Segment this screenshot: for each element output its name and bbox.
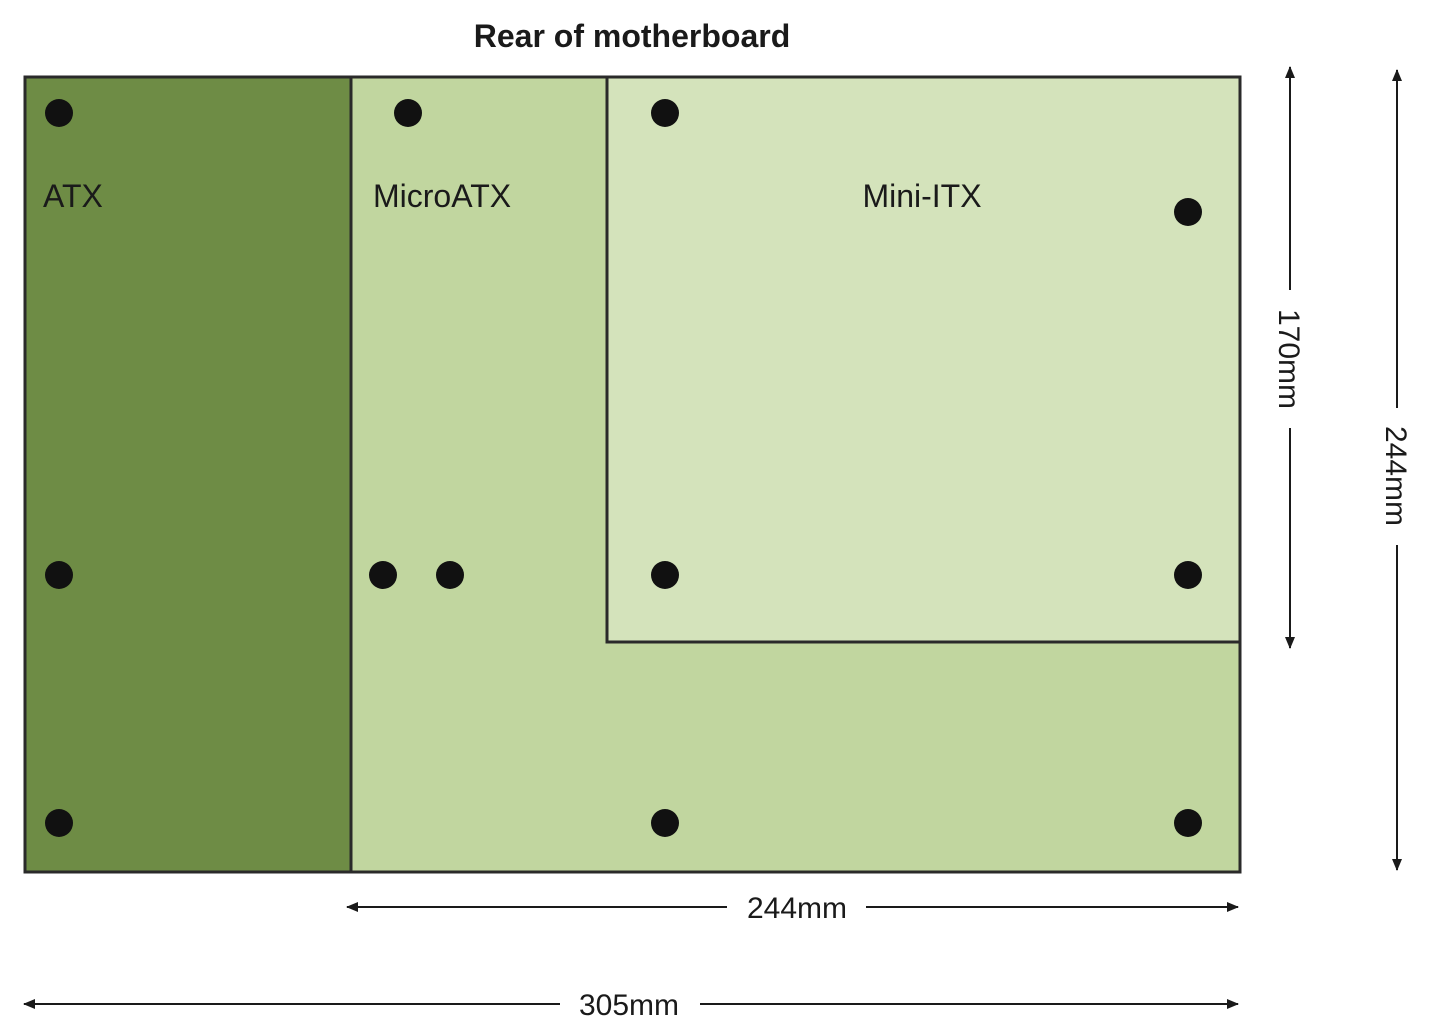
mounting-hole — [436, 561, 464, 589]
mounting-hole — [651, 99, 679, 127]
board-height-dimension: 244mm — [1379, 69, 1412, 871]
atx-label: ATX — [43, 178, 103, 214]
microatx-width-dimension: 244mm — [346, 892, 1239, 925]
mounting-hole — [45, 99, 73, 127]
atx-width-label: 305mm — [579, 989, 679, 1022]
mounting-hole — [394, 99, 422, 127]
mounting-hole — [45, 561, 73, 589]
mounting-hole — [1174, 809, 1202, 837]
miniitx-height-label: 170mm — [1272, 309, 1305, 409]
mounting-hole — [651, 561, 679, 589]
atx-width-dimension: 305mm — [23, 989, 1239, 1022]
diagram-title: Rear of motherboard — [474, 18, 790, 54]
miniitx-board — [605, 75, 1242, 644]
microatx-label: MicroATX — [373, 178, 511, 214]
mounting-hole — [45, 809, 73, 837]
board-height-label: 244mm — [1379, 426, 1412, 526]
miniitx-label: Mini-ITX — [862, 178, 981, 214]
mounting-hole — [651, 809, 679, 837]
mounting-holes — [45, 99, 1202, 837]
microatx-width-label: 244mm — [747, 892, 847, 925]
mounting-hole — [1174, 561, 1202, 589]
mounting-hole — [1174, 198, 1202, 226]
miniitx-height-dimension: 170mm — [1272, 66, 1305, 649]
mounting-hole — [369, 561, 397, 589]
